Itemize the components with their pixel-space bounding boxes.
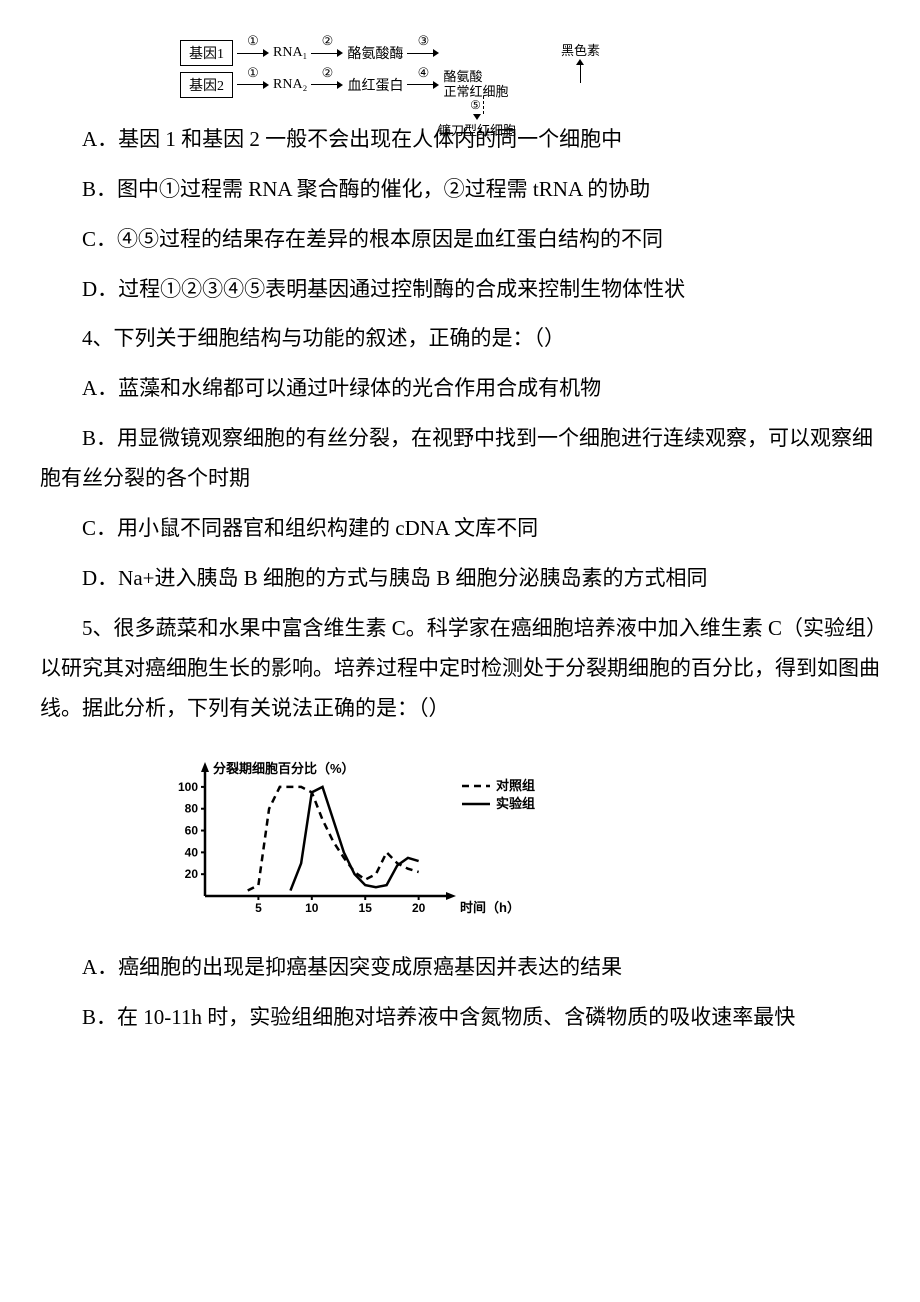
gene2-box: 基因2 bbox=[180, 72, 233, 98]
q4-option-b: B．用显微镜观察细胞的有丝分裂，在视野中找到一个细胞进行连续观察，可以观察细胞有… bbox=[40, 419, 880, 499]
q4-option-d: D．Na+进入胰岛 B 细胞的方式与胰岛 B 细胞分泌胰岛素的方式相同 bbox=[40, 559, 880, 599]
melanin-branch: 黑色素 bbox=[561, 40, 600, 83]
svg-text:15: 15 bbox=[359, 901, 373, 915]
q5-option-a: A．癌细胞的出现是抑癌基因突变成原癌基因并表达的结果 bbox=[40, 948, 880, 988]
tyrosinase-label: 酪氨酸酶 bbox=[347, 43, 403, 63]
svg-text:60: 60 bbox=[185, 824, 199, 838]
melanin-label: 黑色素 bbox=[561, 40, 600, 59]
svg-text:5: 5 bbox=[255, 901, 262, 915]
gene1-box: 基因1 bbox=[180, 40, 233, 66]
svg-text:40: 40 bbox=[185, 846, 199, 860]
mitosis-percentage-chart: 20 40 60 80 100 5 10 15 20 分裂期细胞百分比（%） 时间（h） 对照组实验组 bbox=[160, 758, 560, 928]
q5-stem: 5、很多蔬菜和水果中富含维生素 C。科学家在癌细胞培养液中加入维生素 C（实验组… bbox=[40, 609, 880, 729]
hemoglobin-label: 血红蛋白 bbox=[347, 75, 403, 95]
chart-svg: 20 40 60 80 100 5 10 15 20 分裂期细胞百分比（%） 时间（h） 对照组实验组 bbox=[160, 758, 560, 928]
rna2-label: RNA₂ bbox=[273, 77, 307, 93]
sickle-label: 镰刀型红细胞 bbox=[438, 120, 516, 139]
q3-option-b: B．图中①过程需 RNA 聚合酶的催化，②过程需 tRNA 的协助 bbox=[40, 170, 880, 210]
arrow-2a: ② bbox=[311, 49, 343, 57]
arrow-1b: ① bbox=[237, 81, 269, 89]
rna1-label: RNA₁ bbox=[273, 45, 307, 61]
svg-text:实验组: 实验组 bbox=[496, 796, 535, 811]
svg-text:时间（h）: 时间（h） bbox=[460, 900, 520, 915]
arrow-3: ③ bbox=[407, 49, 439, 57]
svg-text:20: 20 bbox=[185, 868, 199, 882]
svg-text:80: 80 bbox=[185, 802, 199, 816]
arrow-4: ④ bbox=[407, 81, 439, 89]
svg-text:10: 10 bbox=[305, 901, 319, 915]
arrow-1: ① bbox=[237, 49, 269, 57]
svg-text:100: 100 bbox=[178, 780, 198, 794]
svg-text:20: 20 bbox=[412, 901, 426, 915]
gene-expression-diagram: 基因1 ① RNA₁ ② 酪氨酸酶 ③ 基因2 ① RNA₂ ② 血红蛋白 ④ bbox=[180, 40, 600, 100]
arrow-2b: ② bbox=[311, 81, 343, 89]
sickle-branch: ⑤ 镰刀型红细胞 bbox=[438, 96, 516, 139]
q3-option-c: C．④⑤过程的结果存在差异的根本原因是血红蛋白结构的不同 bbox=[40, 220, 880, 260]
q3-option-d: D．过程①②③④⑤表明基因通过控制酶的合成来控制生物体性状 bbox=[40, 270, 880, 310]
q4-option-c: C．用小鼠不同器官和组织构建的 cDNA 文库不同 bbox=[40, 509, 880, 549]
q4-option-a: A．蓝藻和水绵都可以通过叶绿体的光合作用合成有机物 bbox=[40, 369, 880, 409]
svg-text:分裂期细胞百分比（%）: 分裂期细胞百分比（%） bbox=[213, 761, 355, 776]
q4-stem: 4、下列关于细胞结构与功能的叙述，正确的是：（） bbox=[40, 319, 880, 359]
svg-text:对照组: 对照组 bbox=[496, 778, 535, 793]
q5-option-b: B．在 10-11h 时，实验组细胞对培养液中含氮物质、含磷物质的吸收速率最快 bbox=[40, 998, 880, 1038]
